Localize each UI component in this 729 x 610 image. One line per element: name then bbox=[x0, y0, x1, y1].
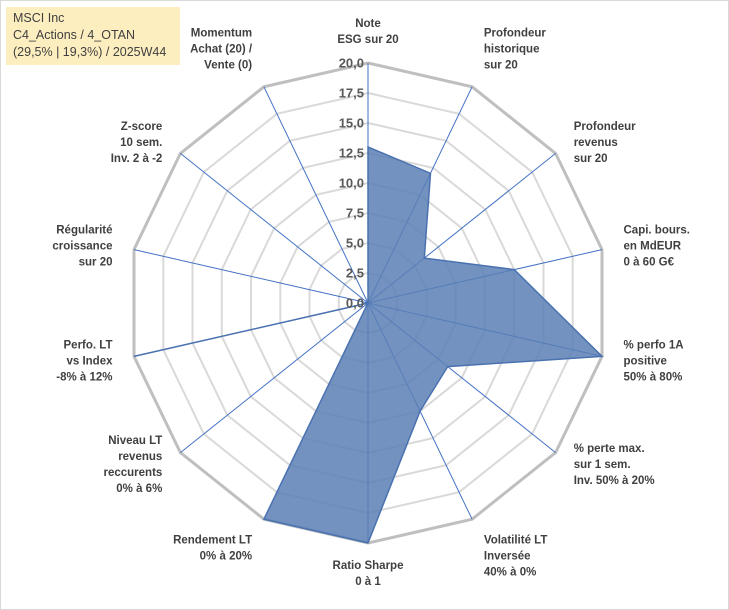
category-label-line: -8% à 12% bbox=[56, 371, 112, 383]
category-label-line: % perte max. bbox=[574, 443, 645, 455]
category-label: Volatilité LT Inversée 40% à 0% bbox=[484, 534, 547, 578]
category-label-line: Volatilité LT bbox=[484, 534, 547, 546]
category-label-line: Inv. 2 à -2 bbox=[111, 153, 163, 165]
category-label-line: Perfo. LT bbox=[64, 339, 113, 351]
series-area bbox=[133, 145, 604, 544]
info-subtitle: C4_Actions / 4_OTAN bbox=[13, 28, 136, 42]
category-label-line: 0 à 1 bbox=[355, 576, 381, 588]
category-label-line: revenus bbox=[574, 137, 618, 149]
tick-label: 5,0 bbox=[346, 236, 364, 251]
category-label-line: sur 1 sem. bbox=[574, 459, 631, 471]
category-label-line: 40% à 0% bbox=[484, 566, 536, 578]
category-label-line: Profondeur bbox=[484, 28, 546, 40]
category-label: Rendement LT 0% à 20% bbox=[173, 534, 252, 562]
tick-label: 7,5 bbox=[346, 206, 364, 221]
category-label-line: sur 20 bbox=[79, 257, 113, 269]
category-label: Profondeur historique sur 20 bbox=[484, 28, 546, 72]
category-label-line: en MdEUR bbox=[624, 241, 682, 253]
axis-spoke bbox=[133, 249, 369, 304]
axis-spoke bbox=[263, 86, 369, 304]
tick-label: 20,0 bbox=[339, 56, 364, 71]
category-label-line: vs Index bbox=[66, 355, 113, 367]
category-label: % perte max. sur 1 sem. Inv. 50% à 20% bbox=[574, 443, 655, 487]
category-label-line: reccurents bbox=[103, 467, 162, 479]
category-label: Ratio Sharpe 0 à 1 bbox=[333, 560, 404, 588]
category-label-line: revenus bbox=[118, 451, 162, 463]
category-label: Régularité croissance sur 20 bbox=[52, 225, 112, 269]
category-label-line: 10 sem. bbox=[120, 137, 162, 149]
category-label-line: Niveau LT bbox=[108, 435, 162, 447]
category-label-line: Momentum bbox=[191, 28, 252, 40]
category-label: Perfo. LT vs Index -8% à 12% bbox=[56, 339, 113, 383]
category-label: Capi. bours. en MdEUR 0 à 60 G€ bbox=[624, 225, 690, 269]
info-title: MSCI Inc bbox=[13, 11, 65, 25]
category-label-line: positive bbox=[624, 355, 667, 367]
category-label: Profondeur revenus sur 20 bbox=[574, 121, 636, 165]
category-label-line: 0% à 6% bbox=[116, 483, 162, 495]
category-label-line: Vente (0) bbox=[204, 60, 252, 72]
category-label-line: Capi. bours. bbox=[624, 225, 690, 237]
category-label-line: Régularité bbox=[56, 225, 112, 237]
category-label-line: Profondeur bbox=[574, 121, 636, 133]
category-label-line: sur 20 bbox=[484, 60, 518, 72]
axis-spoke bbox=[180, 153, 369, 304]
category-label-line: croissance bbox=[52, 241, 112, 253]
category-label: Z-score 10 sem. Inv. 2 à -2 bbox=[111, 121, 163, 165]
category-label-line: Rendement LT bbox=[173, 534, 252, 546]
category-label-line: 50% à 80% bbox=[624, 371, 683, 383]
category-label: Niveau LT revenus reccurents 0% à 6% bbox=[103, 435, 162, 495]
category-label-line: % perfo 1A bbox=[624, 339, 684, 351]
info-detail: (29,5% | 19,3%) / 2025W44 bbox=[13, 45, 167, 59]
category-label-line: ESG sur 20 bbox=[337, 34, 398, 46]
category-label-line: 0% à 20% bbox=[200, 550, 252, 562]
category-label-line: Inv. 50% à 20% bbox=[574, 475, 655, 487]
radial-tick-labels: 0,0 2,5 5,0 7,5 10,0 12,5 15,0 17,5 20,0 bbox=[339, 56, 364, 311]
tick-label: 15,0 bbox=[339, 116, 364, 131]
category-labels: Note ESG sur 20 Profondeur historique sur 20… bbox=[52, 18, 690, 588]
tick-label: 2,5 bbox=[346, 266, 364, 281]
category-label-line: sur 20 bbox=[574, 153, 608, 165]
category-label: Note ESG sur 20 bbox=[337, 18, 398, 46]
category-label: % perfo 1A positive 50% à 80% bbox=[624, 339, 684, 383]
category-label-line: historique bbox=[484, 44, 540, 56]
chart-info-box: MSCI Inc C4_Actions / 4_OTAN (29,5% | 19… bbox=[6, 7, 180, 65]
tick-label: 0,0 bbox=[346, 296, 364, 311]
category-label-line: Ratio Sharpe bbox=[333, 560, 404, 572]
category-label-line: Note bbox=[355, 18, 381, 30]
radar-series bbox=[133, 145, 604, 544]
tick-label: 10,0 bbox=[339, 176, 364, 191]
category-label-line: 0 à 60 G€ bbox=[624, 257, 675, 269]
category-label: Momentum Achat (20) / Vente (0) bbox=[190, 28, 253, 72]
category-label-line: Achat (20) / bbox=[190, 44, 253, 56]
axis-spoke bbox=[180, 302, 369, 453]
tick-label: 17,5 bbox=[339, 86, 364, 101]
category-label-line: Inversée bbox=[484, 550, 531, 562]
category-label-line: Z-score bbox=[121, 121, 163, 133]
tick-label: 12,5 bbox=[339, 146, 364, 161]
